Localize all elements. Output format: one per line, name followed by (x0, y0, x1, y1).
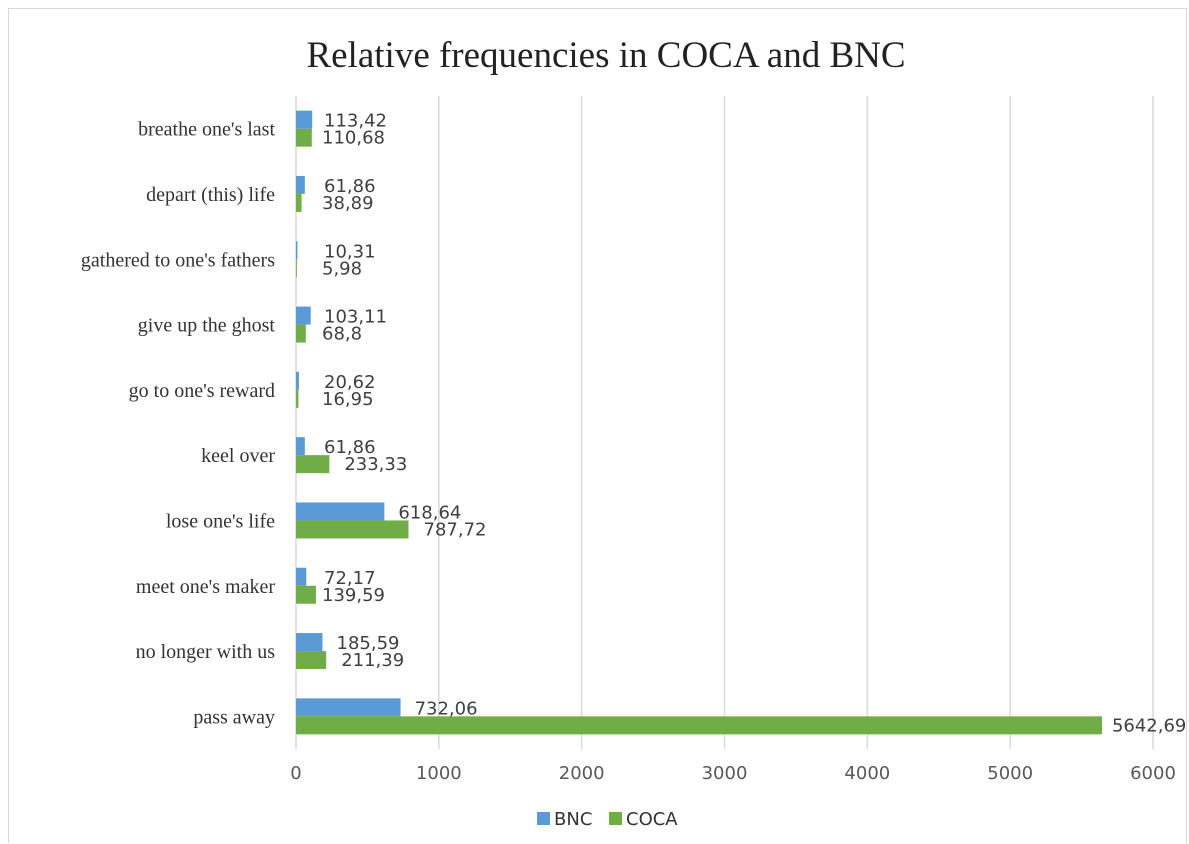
bar-bnc (296, 241, 298, 260)
bar-bnc (296, 633, 323, 652)
x-tick-label: 1000 (416, 763, 462, 784)
data-label-bnc: 732,06 (415, 698, 478, 719)
bar-coca (296, 259, 297, 278)
category-label: no longer with us (136, 641, 276, 663)
legend-swatch-bnc (537, 812, 550, 825)
legend-label-bnc: BNC (554, 809, 592, 830)
bar-coca (296, 193, 302, 212)
category-label: gathered to one's fathers (81, 249, 275, 271)
x-tick-label: 5000 (987, 763, 1033, 784)
data-label-coca: 233,33 (344, 454, 407, 475)
category-label: breathe one's last (138, 119, 275, 141)
bar-bnc (296, 175, 305, 194)
gridlines (295, 96, 1154, 749)
data-label-bnc: 618,64 (398, 502, 461, 523)
data-label-bnc: 103,11 (324, 307, 387, 328)
data-label-coca: 16,95 (322, 389, 374, 410)
bar-bnc (296, 371, 299, 390)
bar-bnc (296, 110, 313, 129)
data-label-bnc: 185,59 (337, 633, 400, 654)
chart-container: Relative frequencies in COCA and BNC bre… (8, 8, 1187, 843)
data-label-bnc: 61,86 (324, 176, 376, 197)
data-label-coca: 211,39 (341, 650, 404, 671)
data-label-coca: 139,59 (322, 585, 385, 606)
data-labels: 113,42110,6861,8638,8910,315,98103,1168,… (322, 111, 1186, 737)
x-tick-label: 0 (290, 763, 301, 784)
bars (296, 110, 1102, 735)
x-tick-label: 4000 (844, 763, 890, 784)
category-label: pass away (193, 706, 275, 728)
x-tick-label: 3000 (702, 763, 748, 784)
data-label-bnc: 72,17 (324, 568, 376, 589)
data-label-bnc: 10,31 (324, 241, 376, 262)
category-labels: breathe one's last depart (this) life gath… (81, 119, 276, 729)
bar-coca (296, 455, 330, 474)
bar-coca (296, 716, 1102, 735)
data-label-coca: 110,68 (322, 128, 385, 149)
bar-coca (296, 585, 316, 604)
bar-chart: Relative frequencies in COCA and BNC bre… (81, 35, 1186, 830)
legend: BNC COCA (537, 809, 678, 830)
x-axis-ticks: 0 1000 2000 3000 4000 5000 6000 (290, 763, 1176, 784)
bar-coca (296, 520, 409, 539)
legend-label-coca: COCA (626, 809, 678, 830)
x-tick-label: 6000 (1130, 763, 1176, 784)
data-label-bnc: 61,86 (324, 437, 376, 458)
legend-swatch-coca (609, 812, 622, 825)
category-label: lose one's life (166, 510, 275, 532)
bar-bnc (296, 437, 305, 456)
bar-bnc (296, 698, 401, 717)
category-label: meet one's maker (136, 576, 275, 598)
chart-title: Relative frequencies in COCA and BNC (306, 35, 905, 76)
data-label-coca: 5,98 (322, 258, 362, 279)
bar-coca (296, 389, 299, 408)
bar-coca (296, 651, 327, 670)
data-label-bnc: 20,62 (324, 372, 376, 393)
category-label: depart (this) life (146, 184, 275, 206)
category-label: go to one's reward (129, 380, 275, 402)
bar-bnc (296, 502, 385, 521)
x-tick-label: 2000 (559, 763, 605, 784)
bar-coca (296, 324, 306, 343)
category-label: give up the ghost (138, 315, 276, 337)
data-label-bnc: 113,42 (324, 111, 387, 132)
data-label-coca: 787,72 (424, 519, 487, 540)
data-label-coca: 68,8 (322, 324, 362, 345)
category-label: keel over (201, 445, 275, 467)
data-label-coca: 5642,69 (1112, 715, 1186, 736)
data-label-coca: 38,89 (322, 193, 374, 214)
bar-bnc (296, 567, 307, 586)
bar-bnc (296, 306, 311, 325)
bar-coca (296, 128, 312, 147)
